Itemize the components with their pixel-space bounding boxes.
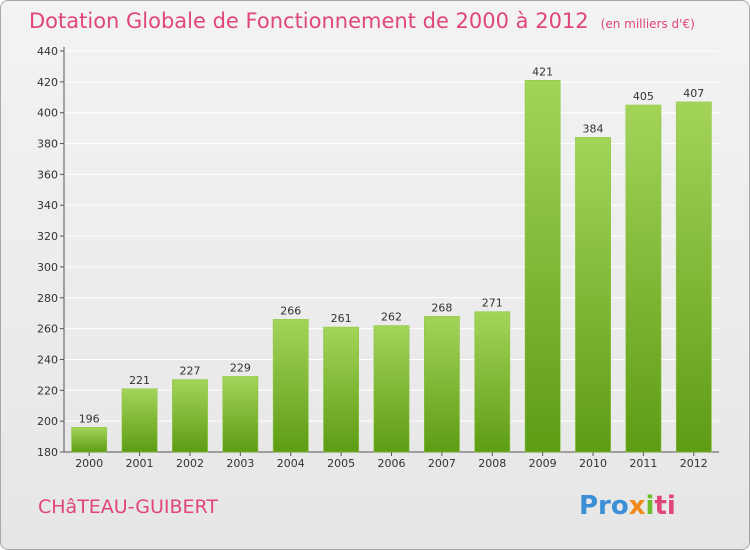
bar-2003	[222, 376, 259, 453]
y-tick-label: 440	[37, 45, 58, 58]
x-tick-label-2010: 2010	[579, 457, 607, 470]
x-tick-label-2002: 2002	[176, 457, 204, 470]
y-tick-label: 400	[37, 107, 58, 120]
y-tick-label: 200	[37, 415, 58, 428]
value-label-2008: 271	[482, 297, 503, 310]
value-label-2001: 221	[129, 374, 150, 387]
logo-part-4: ti	[654, 491, 676, 521]
bars	[71, 80, 712, 453]
chart-title: Dotation Globale de Fonctionnement de 20…	[29, 9, 695, 33]
chart-title-text: Dotation Globale de Fonctionnement de 20…	[29, 9, 589, 33]
x-tick-label-2006: 2006	[378, 457, 406, 470]
value-label-2000: 196	[79, 412, 100, 425]
x-tick-label-2001: 2001	[126, 457, 154, 470]
labels: 180 200 220 240 260 280 300 320 340 360 380 400 420 4…	[37, 45, 708, 470]
logo-part-1: Pro	[579, 491, 629, 521]
y-tick-label: 280	[37, 292, 58, 305]
bar-2001	[121, 388, 158, 453]
bar-2011	[625, 104, 662, 453]
y-tick-label: 260	[37, 323, 58, 336]
x-tick-label-2003: 2003	[226, 457, 254, 470]
x-tick-label-2005: 2005	[327, 457, 355, 470]
value-label-2012: 407	[683, 87, 704, 100]
bar-2008	[474, 311, 511, 453]
bar-2002	[172, 379, 208, 453]
value-label-2004: 266	[280, 304, 301, 317]
y-tick-label: 420	[37, 76, 58, 89]
bar-2012	[675, 101, 712, 453]
bar-2005	[323, 326, 360, 453]
y-tick-label: 180	[37, 446, 58, 459]
y-tick-label: 360	[37, 168, 58, 181]
bar-2000	[71, 427, 108, 453]
proxiti-logo: Proxiti	[579, 491, 676, 521]
y-tick-label: 220	[37, 384, 58, 397]
value-label-2006: 262	[381, 311, 402, 324]
bar-2010	[575, 137, 611, 453]
value-label-2011: 405	[633, 90, 654, 103]
bar-2009	[524, 80, 561, 453]
value-label-2003: 229	[230, 361, 251, 374]
bar-2004	[272, 319, 309, 453]
bar-2006	[373, 325, 410, 453]
value-label-2002: 227	[179, 365, 200, 378]
x-tick-label-2000: 2000	[75, 457, 103, 470]
y-tick-label: 320	[37, 230, 58, 243]
bar-2007	[424, 316, 460, 453]
value-label-2005: 261	[331, 312, 352, 325]
logo-part-2: x	[628, 491, 646, 521]
commune-name: CHâTEAU-GUIBERT	[38, 496, 218, 518]
y-tick-label: 340	[37, 199, 58, 212]
x-tick-label-2009: 2009	[529, 457, 557, 470]
x-tick-label-2008: 2008	[478, 457, 506, 470]
x-tick-label-2011: 2011	[629, 457, 657, 470]
y-tick-label: 300	[37, 261, 58, 274]
y-tick-label: 380	[37, 138, 58, 151]
x-tick-label-2007: 2007	[428, 457, 456, 470]
value-label-2007: 268	[431, 301, 452, 314]
logo-part-3: i	[645, 491, 655, 521]
value-label-2010: 384	[583, 122, 604, 135]
value-label-2009: 421	[532, 65, 553, 78]
x-tick-label-2012: 2012	[680, 457, 708, 470]
x-tick-label-2004: 2004	[277, 457, 305, 470]
y-tick-label: 240	[37, 353, 58, 366]
chart-subtitle: (en milliers d'€)	[600, 17, 695, 31]
